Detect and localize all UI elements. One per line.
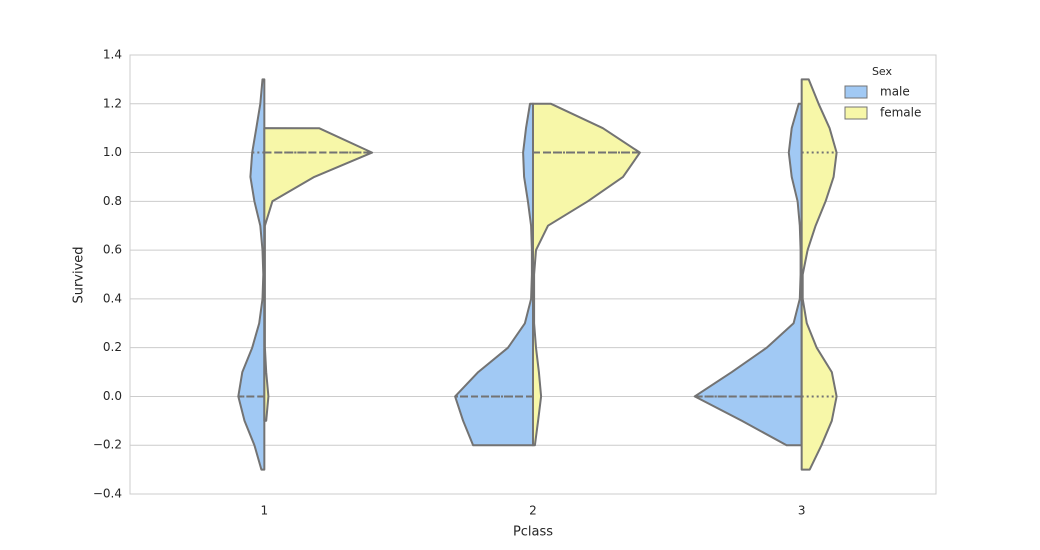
y-tick-label: 1.2 [103, 96, 122, 110]
violins [237, 78, 838, 471]
legend-label: female [880, 106, 921, 120]
y-tick-label: 0.2 [103, 340, 122, 354]
x-tick-label: 1 [261, 504, 269, 518]
violin-half [237, 78, 266, 471]
violin-half [263, 127, 374, 422]
y-tick-label: 0.4 [103, 291, 122, 305]
legend-title: Sex [872, 65, 893, 78]
violin-half [532, 102, 641, 447]
x-tick-label: 3 [798, 504, 806, 518]
x-tick-label: 2 [529, 504, 537, 518]
violin-half [693, 102, 803, 447]
y-axis-label: Survived [72, 246, 87, 303]
y-tick-label: 0.6 [103, 243, 122, 257]
y-tick-label: 1.0 [103, 145, 122, 159]
legend-swatch [844, 85, 868, 99]
y-tick-label: 0.8 [103, 194, 122, 208]
legend-label: male [880, 85, 910, 99]
violin-half [800, 78, 838, 471]
plot-frame [129, 54, 937, 495]
x-axis-label: Pclass [513, 525, 553, 540]
y-tick-label: −0.4 [93, 487, 122, 501]
legend-swatch [844, 106, 868, 120]
y-tick-label: 0.0 [103, 389, 122, 403]
violin-half [454, 102, 534, 447]
y-tick-label: −0.2 [93, 438, 122, 452]
y-tick-label: 1.4 [103, 48, 122, 62]
